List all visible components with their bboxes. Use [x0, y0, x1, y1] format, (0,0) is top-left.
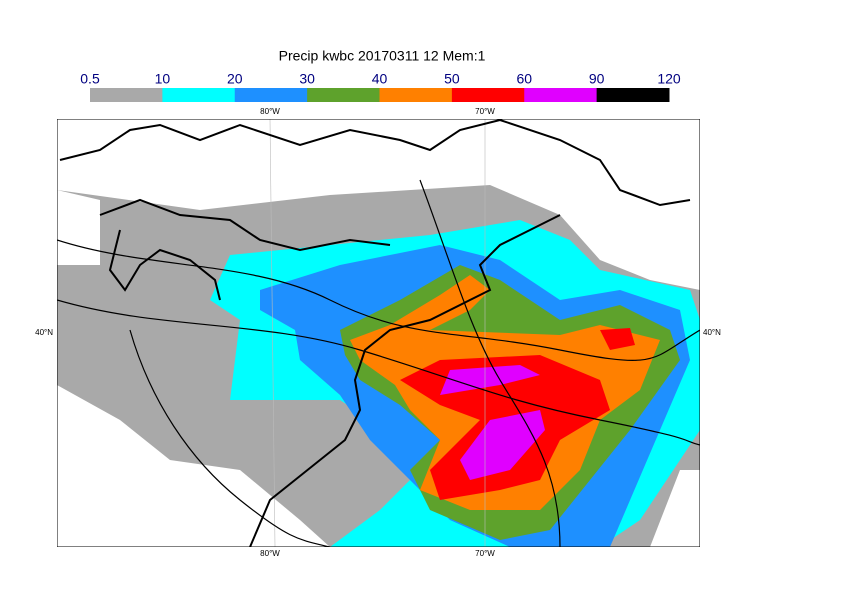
colorbar-label: 90 — [589, 71, 605, 87]
colorbar-box — [379, 88, 453, 102]
colorbar-label: 30 — [299, 71, 315, 87]
colorbar-box — [596, 88, 670, 102]
colorbar: 0.5 10 20 30 40 50 60 90 120 — [80, 71, 681, 102]
lat-label: 40°N — [35, 328, 53, 337]
precip-contour — [460, 410, 545, 480]
colorbar-label: 50 — [444, 71, 460, 87]
colorbar-label: 40 — [372, 71, 388, 87]
colorbar-label: 20 — [227, 71, 243, 87]
colorbar-box — [307, 88, 380, 102]
colorbar-label: 60 — [516, 71, 532, 87]
lon-label: 70°W — [475, 107, 495, 116]
colorbar-box — [451, 88, 525, 102]
title: Precip kwbc 20170311 12 Mem:1 — [279, 48, 486, 64]
colorbar-box — [524, 88, 598, 102]
map — [57, 119, 700, 547]
lon-label: 80°W — [260, 549, 280, 558]
lon-label: 80°W — [260, 107, 280, 116]
colorbar-box — [234, 88, 308, 102]
colorbar-label: 10 — [155, 71, 171, 87]
colorbar-label: 0.5 — [80, 71, 100, 87]
colorbar-label: 120 — [657, 71, 681, 87]
colorbar-box — [162, 88, 236, 102]
colorbar-box — [90, 88, 163, 102]
lon-label: 70°W — [475, 549, 495, 558]
precip-contour — [440, 365, 540, 395]
precip-contour — [600, 328, 635, 350]
lat-label: 40°N — [703, 328, 721, 337]
